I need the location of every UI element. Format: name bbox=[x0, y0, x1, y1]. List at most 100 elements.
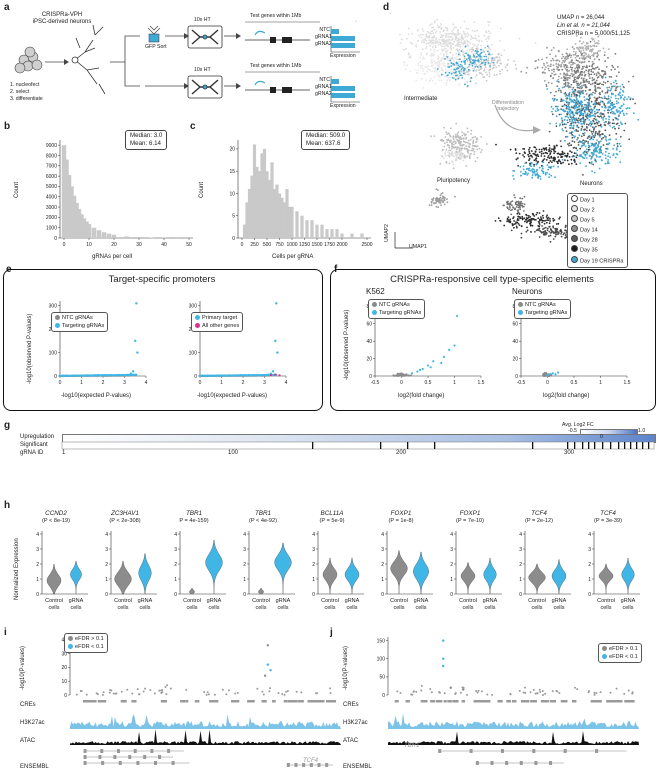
pvalue-point bbox=[206, 691, 209, 694]
umap-point bbox=[560, 231, 563, 234]
pvalue-point bbox=[442, 639, 445, 642]
umap-point bbox=[582, 151, 585, 154]
umap-point bbox=[436, 72, 439, 75]
umap-point bbox=[592, 154, 594, 157]
umap-point bbox=[420, 41, 423, 44]
legend-label: Day 5 bbox=[580, 217, 595, 224]
umap-point bbox=[436, 65, 439, 67]
umap-point bbox=[549, 234, 552, 237]
umap-point bbox=[442, 69, 445, 72]
umap-point bbox=[595, 67, 597, 69]
umap-point bbox=[589, 40, 592, 43]
umap-point bbox=[440, 27, 443, 29]
umap-point bbox=[455, 70, 457, 73]
umap-point bbox=[537, 225, 540, 227]
pvalue-point bbox=[115, 692, 118, 695]
pvalue-point bbox=[556, 690, 559, 693]
pvalue-point bbox=[101, 693, 104, 696]
umap-point bbox=[435, 30, 438, 32]
y-tick-label: 10 bbox=[229, 191, 235, 197]
y-tick-label: 3 bbox=[105, 547, 108, 553]
umap-point bbox=[478, 35, 480, 38]
exon-block bbox=[595, 749, 599, 753]
umap-point bbox=[481, 55, 484, 58]
umap-point bbox=[577, 86, 580, 89]
umap-point bbox=[473, 30, 476, 32]
umap-point bbox=[485, 58, 488, 61]
umap-point bbox=[594, 158, 596, 161]
cre-block bbox=[511, 700, 517, 703]
umap-point bbox=[564, 85, 567, 87]
pvalue-point bbox=[277, 692, 280, 695]
umap-point bbox=[633, 112, 635, 115]
umap-point bbox=[586, 123, 588, 126]
umap-point bbox=[579, 154, 581, 157]
umap-point bbox=[457, 64, 460, 67]
g-legend-gradient bbox=[580, 429, 638, 435]
umap-point bbox=[488, 75, 491, 78]
umap-point bbox=[443, 203, 446, 206]
umap-point bbox=[565, 58, 568, 60]
hist-bar bbox=[74, 202, 79, 238]
umap-point bbox=[442, 200, 444, 203]
umap-point bbox=[424, 37, 426, 40]
exon-block bbox=[500, 749, 504, 753]
panel-letter-h: h bbox=[4, 500, 11, 511]
umap-point bbox=[581, 58, 584, 60]
umap-point bbox=[570, 68, 573, 71]
umap-point bbox=[471, 64, 474, 67]
umap-point bbox=[457, 77, 460, 80]
umap-point bbox=[580, 113, 583, 116]
umap-point bbox=[596, 83, 599, 86]
umap-point bbox=[457, 54, 460, 57]
step-3: 3. differentiate bbox=[10, 96, 43, 102]
targeting-point bbox=[271, 370, 275, 373]
umap-point bbox=[515, 152, 518, 155]
umap-point bbox=[473, 67, 476, 70]
umap-point bbox=[538, 151, 541, 154]
umap-point bbox=[440, 154, 443, 157]
umap-point bbox=[632, 75, 635, 78]
umap-point bbox=[574, 76, 576, 79]
umap-point bbox=[450, 65, 453, 67]
umap-point bbox=[559, 89, 562, 92]
umap-point bbox=[475, 141, 477, 144]
x-label-cells: cells bbox=[393, 605, 404, 611]
cre-block bbox=[590, 700, 596, 703]
umap-point bbox=[577, 59, 579, 62]
umap-point bbox=[604, 154, 607, 157]
cre-block bbox=[606, 700, 610, 703]
hist-bar bbox=[106, 233, 112, 238]
h3k27ac-track bbox=[388, 713, 639, 729]
pvalue-point bbox=[268, 690, 271, 693]
panel-e-title: Target-specific promoters bbox=[108, 274, 216, 285]
umap-point bbox=[453, 26, 456, 29]
umap-point bbox=[557, 69, 560, 71]
bar-label-ntc: NTC bbox=[319, 27, 330, 33]
umap-point bbox=[419, 56, 422, 59]
umap-point bbox=[595, 130, 597, 133]
umap-point bbox=[462, 50, 465, 53]
umap-point bbox=[601, 90, 604, 93]
x-tick-label: 2 bbox=[242, 380, 245, 386]
exon-block bbox=[128, 755, 132, 759]
umap-point bbox=[445, 35, 447, 38]
umap-point bbox=[443, 157, 445, 160]
targeting-point bbox=[129, 372, 133, 375]
umap-point bbox=[564, 229, 566, 232]
umap-point bbox=[459, 43, 461, 46]
umap-point bbox=[574, 53, 576, 56]
umap-point bbox=[440, 24, 443, 26]
umap-point bbox=[430, 204, 433, 207]
cre-block bbox=[82, 700, 87, 703]
pvalue-point bbox=[415, 690, 418, 693]
umap-point bbox=[512, 175, 514, 177]
umap-point bbox=[534, 42, 537, 44]
umap-point bbox=[481, 149, 483, 151]
y-tick-label: 6000 bbox=[46, 174, 57, 180]
y-tick-label: 5000 bbox=[46, 184, 57, 190]
umap-point bbox=[522, 168, 525, 171]
umap-point bbox=[457, 41, 460, 43]
umap-point bbox=[524, 219, 527, 221]
umap-point bbox=[512, 206, 514, 209]
